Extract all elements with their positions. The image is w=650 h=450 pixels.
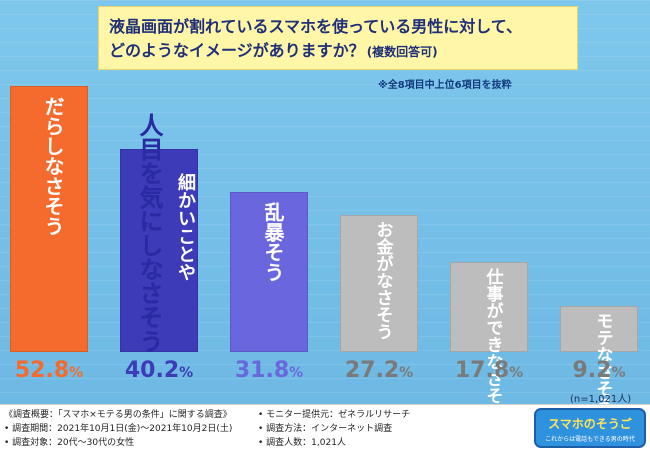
footer-count: • 調査人数：1,021人 [258,438,346,448]
bar [450,262,528,352]
bar [230,192,308,352]
value-percent: % [509,365,524,381]
value-percent: % [69,365,84,381]
subnote: ※全8項目中上位6項目を抜粋 [378,80,512,91]
bar [560,306,638,352]
value-number: 9.2 [572,358,612,383]
title-box: 液晶画面が割れているスマホを使っている男性に対して、 どのようなイメージがありま… [98,6,578,70]
sample-size-label: (n=1,021人) [570,394,632,405]
value-label: 17.8% [444,358,534,383]
bar-label: だらしなさそう [41,96,65,236]
bar [120,149,198,352]
value-label: 31.8% [224,358,314,383]
bar-sublabel: 細かいことや [175,173,196,281]
footer-target: • 調査対象：20代～30代の女性 [4,438,135,448]
bar-label: 仕事ができなさそう [482,268,503,421]
footer-provider: • モニター提供元：ゼネラルリサーチ [258,410,411,420]
logo-sub: これからは電話もできる男の時代 [545,435,635,443]
title-line-1: 液晶画面が割れているスマホを使っている男性に対して、 [109,17,522,36]
bar-label: お金がなさそう [372,221,393,340]
value-label: 52.8% [4,358,94,383]
value-percent: % [289,365,304,381]
bar-label: 乱暴そう [261,202,285,282]
value-percent: % [611,365,626,381]
footer-method: • 調査方法：インターネット調査 [258,424,393,434]
title-line-2: どのようなイメージがありますか？ (複数回答可) [109,39,567,64]
footer-period: • 調査期間：2021年10月1日(金)～2021年10月2日(土) [4,424,233,434]
value-number: 27.2 [344,358,400,383]
value-number: 31.8 [234,358,290,383]
site-logo: スマホのそうご これからは電話もできる男の時代 [534,408,646,448]
value-number: 17.8 [454,358,510,383]
logo-text: スマホのそうご [548,416,633,431]
title-note: (複数回答可) [366,45,438,59]
value-label: 27.2% [334,358,424,383]
footer-title: 《調査概要：「スマホ×モテる男の条件」に関する調査》 [4,410,232,420]
bar [340,215,418,352]
value-label: 40.2% [114,358,204,383]
value-percent: % [399,365,414,381]
value-label: 9.2% [554,358,644,383]
value-percent: % [179,365,194,381]
bar [10,86,88,352]
value-number: 52.8 [14,358,70,383]
title-line-2-text: どのようなイメージがありますか？ [109,41,365,60]
bar-label: 人目を気にしなさそう [135,113,163,353]
bar-label: モテなさそう [592,312,613,414]
value-number: 40.2 [124,358,180,383]
